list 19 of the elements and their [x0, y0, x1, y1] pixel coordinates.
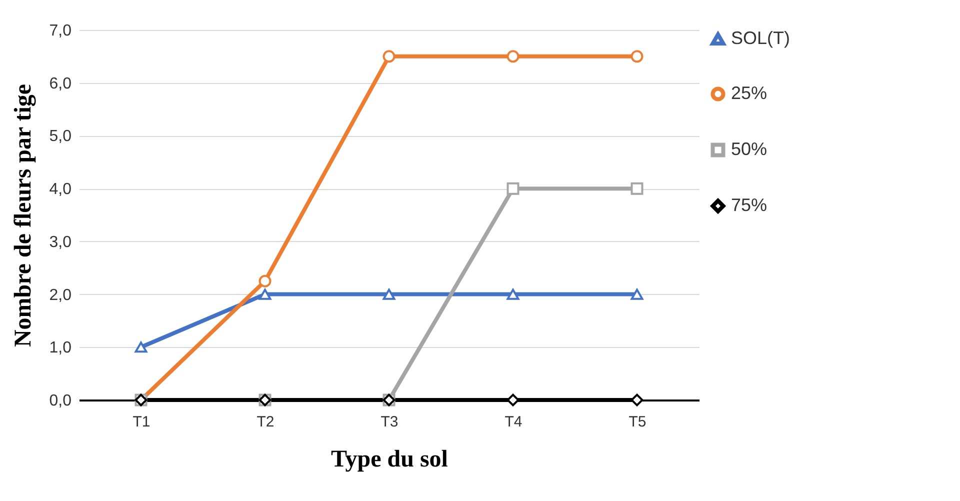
x-tick-label: T3	[380, 414, 398, 430]
legend-label: 50%	[731, 139, 768, 159]
x-axis-title: Type du sol	[331, 446, 448, 472]
x-tick-label: T5	[628, 414, 646, 430]
legend-label: SOL(T)	[731, 28, 790, 48]
legend-label: 75%	[731, 195, 768, 215]
y-tick-label: 3,0	[49, 234, 72, 251]
legend-label: 25%	[731, 83, 768, 103]
y-tick-label: 2,0	[49, 286, 72, 304]
y-tick-label: 0,0	[49, 392, 72, 410]
x-tick-label: T4	[504, 414, 522, 430]
y-axis-title: Nombre de fleurs par tige	[10, 84, 36, 348]
x-tick-label: T1	[132, 414, 150, 430]
y-tick-label: 1,0	[49, 340, 72, 357]
y-tick-label: 7,0	[49, 22, 72, 40]
y-tick-label: 4,0	[49, 181, 72, 198]
x-tick-label: T2	[256, 414, 274, 430]
y-tick-label: 5,0	[49, 128, 72, 146]
y-tick-label: 6,0	[49, 75, 72, 92]
